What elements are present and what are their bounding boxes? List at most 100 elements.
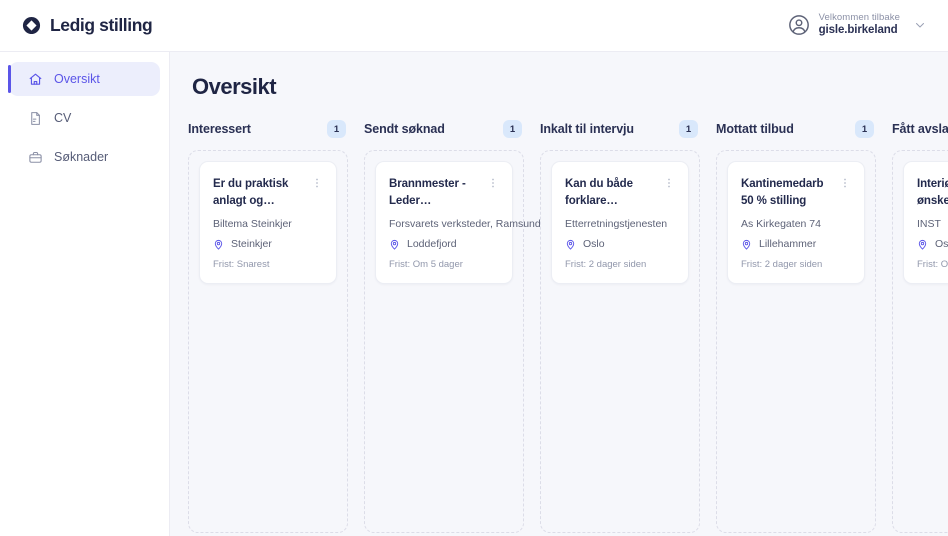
- briefcase-icon: [29, 151, 42, 163]
- job-card[interactable]: Kan du både forklare… Etterretningstjene…: [551, 161, 689, 285]
- location-pin-icon: [742, 239, 751, 250]
- board-column-interessert: Interessert 1 Er du praktisk anlagt og…: [188, 120, 348, 533]
- board-column-inkalt-til-intervju: Inkalt til intervju 1 Kan du både forkla…: [540, 120, 700, 533]
- main-content: Oversikt Interessert 1 Er du praktisk: [170, 52, 948, 536]
- column-header: Mottatt tilbud 1: [716, 120, 876, 138]
- card-title-line-1: Interiør: [917, 178, 948, 190]
- column-header: Fått avslag: [892, 120, 948, 138]
- job-card[interactable]: Er du praktisk anlagt og… Biltema Steink…: [199, 161, 337, 285]
- card-location-text: Loddefjord: [407, 238, 457, 251]
- body-area: Oversikt CV Søknader Ov: [0, 52, 948, 536]
- card-deadline: Frist: Om 3 dager: [917, 259, 948, 271]
- column-header: Interessert 1: [188, 120, 348, 138]
- column-dropzone[interactable]: Brannmester - Leder… Forsvarets verksted…: [364, 150, 541, 533]
- brand-name: Ledig stilling: [50, 15, 153, 35]
- board-column-sendt-soknad: Sendt søknad 1 Brannmester - Leder…: [364, 120, 541, 533]
- column-title: Interessert: [188, 122, 251, 136]
- column-title: Mottatt tilbud: [716, 122, 794, 136]
- job-card[interactable]: Brannmester - Leder… Forsvarets verksted…: [375, 161, 541, 285]
- home-icon: [29, 73, 42, 85]
- column-count-badge: 1: [679, 120, 698, 138]
- diamond-logo-icon: [22, 16, 41, 35]
- card-location: Lillehammer: [741, 238, 851, 250]
- card-title: Brannmester - Leder…: [389, 176, 466, 209]
- card-title-line-2: anlagt og…: [213, 194, 275, 207]
- card-title-line-1: Kan du både: [565, 178, 633, 190]
- document-icon: [31, 111, 40, 125]
- column-header: Inkalt til intervju 1: [540, 120, 700, 138]
- card-title-line-1: Brannmester -: [389, 178, 466, 190]
- column-header: Sendt søknad 1: [364, 120, 524, 138]
- card-location-text: Oslo: [935, 238, 948, 251]
- column-dropzone[interactable]: Kan du både forklare… Etterretningstjene…: [540, 150, 700, 533]
- card-company: As Kirkegaten 74: [741, 218, 821, 231]
- column-title: Sendt søknad: [364, 122, 445, 136]
- user-text-block: Velkommen tilbake gisle.birkeland: [818, 12, 900, 37]
- card-header: Kan du både forklare…: [565, 176, 675, 209]
- location-pin-icon: [214, 239, 223, 250]
- chevron-down-icon[interactable]: [914, 19, 926, 31]
- card-location: Oslo: [565, 238, 675, 250]
- top-bar: Ledig stilling Velkommen tilbake gisle.b…: [0, 0, 948, 52]
- board-column-mottatt-tilbud: Mottatt tilbud 1 Kantinemedarb 50 % stil…: [716, 120, 876, 533]
- card-location: Loddefjord: [389, 238, 499, 250]
- card-title-line-1: Kantinemedarb: [741, 178, 824, 190]
- card-deadline: Frist: Snarest: [213, 259, 270, 271]
- card-location-text: Lillehammer: [759, 238, 817, 251]
- card-company: Biltema Steinkjer: [213, 218, 292, 231]
- card-location-text: Steinkjer: [231, 238, 272, 251]
- sidebar-item-soknader[interactable]: Søknader: [9, 140, 160, 174]
- card-deadline: Frist: 2 dager siden: [565, 259, 647, 271]
- user-avatar-icon: [788, 15, 809, 36]
- card-title: Kan du både forklare…: [565, 176, 633, 209]
- page-title: Oversikt: [192, 74, 277, 99]
- sidebar-item-cv[interactable]: CV: [9, 101, 160, 135]
- card-header: Brannmester - Leder…: [389, 176, 499, 209]
- card-location-text: Oslo: [583, 238, 605, 251]
- card-title: Kantinemedarb 50 % stilling: [741, 176, 824, 209]
- username-label: gisle.birkeland: [818, 24, 898, 37]
- card-company: INST: [917, 218, 941, 231]
- kebab-menu-icon[interactable]: [663, 177, 675, 189]
- card-header: Er du praktisk anlagt og…: [213, 176, 323, 209]
- card-deadline: Frist: 2 dager siden: [741, 259, 823, 271]
- column-count-badge: 1: [503, 120, 522, 138]
- card-title-line-2: Leder…: [389, 194, 432, 207]
- card-header: Kantinemedarb 50 % stilling: [741, 176, 851, 209]
- location-pin-icon: [390, 239, 399, 250]
- card-title-line-1: Er du praktisk: [213, 178, 289, 190]
- card-location: Steinkjer: [213, 238, 323, 250]
- sidebar-item-label: Oversikt: [54, 72, 100, 86]
- column-count-badge: 1: [855, 120, 874, 138]
- card-title-line-2: ønsker: [917, 194, 948, 207]
- card-deadline: Frist: Om 5 dager: [389, 259, 463, 271]
- card-location: Oslo: [917, 238, 948, 250]
- kebab-menu-icon[interactable]: [487, 177, 499, 189]
- card-company: Etterretningstjenesten: [565, 218, 668, 231]
- sidebar: Oversikt CV Søknader: [0, 52, 170, 536]
- kebab-menu-icon[interactable]: [311, 177, 323, 189]
- user-menu[interactable]: Velkommen tilbake gisle.birkeland: [788, 12, 930, 37]
- column-title: Fått avslag: [892, 122, 948, 136]
- card-company: Forsvarets verksteder, Ramsund: [389, 218, 541, 231]
- column-dropzone[interactable]: Kantinemedarb 50 % stilling As Kirkegate…: [716, 150, 876, 533]
- column-title: Inkalt til intervju: [540, 122, 634, 136]
- job-card[interactable]: Kantinemedarb 50 % stilling As Kirkegate…: [727, 161, 865, 285]
- brand-logo[interactable]: Ledig stilling: [22, 15, 153, 36]
- card-title: Interiør ønsker: [917, 176, 948, 209]
- column-dropzone[interactable]: Er du praktisk anlagt og… Biltema Steink…: [188, 150, 348, 533]
- kanban-board: Interessert 1 Er du praktisk anlagt og…: [188, 120, 948, 533]
- sidebar-item-oversikt[interactable]: Oversikt: [8, 62, 160, 96]
- card-title-line-2: forklare…: [565, 194, 618, 207]
- kebab-menu-icon[interactable]: [839, 177, 851, 189]
- sidebar-item-label: CV: [54, 111, 72, 125]
- welcome-label: Velkommen tilbake: [818, 12, 900, 24]
- board-column-fatt-avslag: Fått avslag Interiør ønsker: [892, 120, 948, 533]
- sidebar-item-label: Søknader: [54, 150, 109, 164]
- location-pin-icon: [566, 239, 575, 250]
- location-pin-icon: [918, 239, 927, 250]
- job-card[interactable]: Interiør ønsker INST: [903, 161, 948, 285]
- column-count-badge: 1: [327, 120, 346, 138]
- column-dropzone[interactable]: Interiør ønsker INST: [892, 150, 948, 533]
